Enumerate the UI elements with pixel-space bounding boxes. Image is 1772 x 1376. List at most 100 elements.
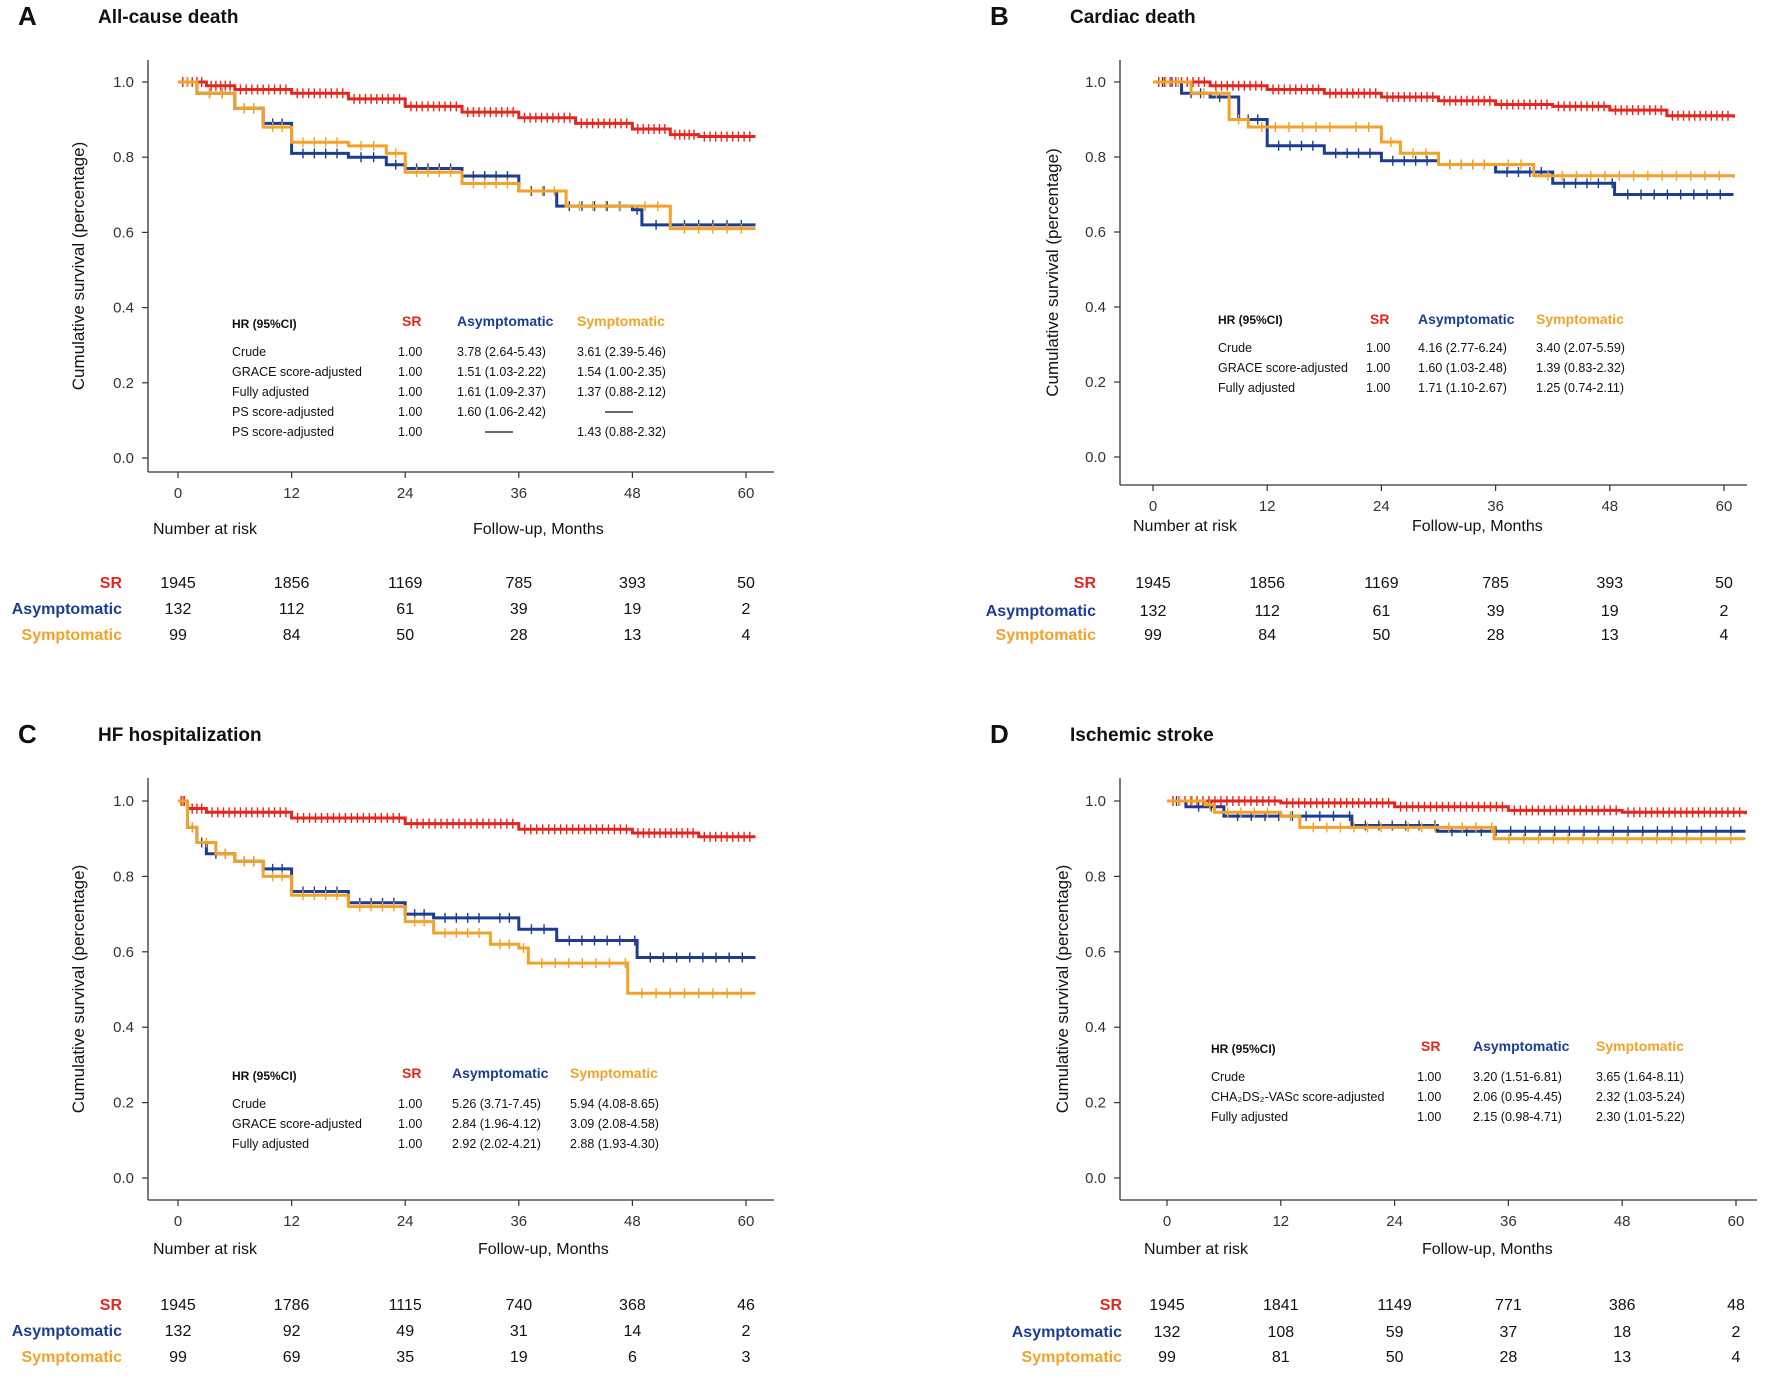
risk-count: 132 xyxy=(1154,1324,1181,1341)
hr-table-header: HR (95%CI) xyxy=(232,317,297,331)
risk-count: 393 xyxy=(1596,575,1623,592)
hr-col-sr: SR xyxy=(402,313,421,329)
y-tick-label: 0.0 xyxy=(1085,1170,1106,1187)
km-curve-sr xyxy=(1153,80,1735,118)
censor-marks-asymptomatic xyxy=(1161,77,1721,200)
y-tick-label: 0.8 xyxy=(113,868,134,885)
hr-cell-sr: 1.00 xyxy=(1366,361,1390,375)
risk-count: 112 xyxy=(1254,603,1280,620)
risk-count: 50 xyxy=(1715,575,1733,592)
x-tick-label: 0 xyxy=(174,1213,182,1230)
hr-cell-sym: 1.37 (0.88-2.12) xyxy=(577,385,666,399)
risk-count: 61 xyxy=(1373,603,1391,620)
hr-col-asymptomatic: Asymptomatic xyxy=(457,313,554,329)
risk-count: 1945 xyxy=(1149,1297,1185,1314)
x-tick-label: 0 xyxy=(1163,1213,1171,1230)
km-curve-symptomatic xyxy=(1153,80,1735,178)
hr-col-symptomatic: Symptomatic xyxy=(570,1065,658,1081)
risk-count: 35 xyxy=(396,1349,414,1366)
x-tick-label: 48 xyxy=(624,485,641,502)
hr-cell-sr: 1.00 xyxy=(1366,341,1390,355)
risk-row-label-symptomatic: Symptomatic xyxy=(22,1349,123,1366)
risk-count: 132 xyxy=(165,1323,192,1340)
risk-count: 59 xyxy=(1386,1324,1404,1341)
x-tick-label: 60 xyxy=(738,1213,755,1230)
hr-cell-sym: 3.09 (2.08-4.58) xyxy=(570,1117,659,1131)
y-tick-label: 0.6 xyxy=(113,944,134,961)
risk-row-label-sr: SR xyxy=(100,575,123,592)
risk-row-label-sr: SR xyxy=(100,1297,123,1314)
risk-count: 6 xyxy=(628,1349,637,1366)
risk-count: 1169 xyxy=(1364,575,1399,592)
risk-count: 785 xyxy=(1482,575,1509,592)
x-tick-label: 36 xyxy=(510,485,527,502)
risk-count: 386 xyxy=(1609,1297,1636,1314)
risk-count: 1169 xyxy=(388,575,423,592)
risk-count: 368 xyxy=(619,1297,646,1314)
risk-count: 1115 xyxy=(389,1297,422,1314)
hr-cell-sr: 1.00 xyxy=(1366,381,1390,395)
risk-count: 19 xyxy=(1601,603,1619,620)
risk-count: 1786 xyxy=(274,1297,310,1314)
risk-count: 2 xyxy=(1720,603,1729,620)
x-tick-label: 12 xyxy=(283,485,300,502)
risk-row-label-asymptomatic: Asymptomatic xyxy=(12,601,122,618)
y-axis-title: Cumulative survival (percentage) xyxy=(1053,865,1072,1114)
risk-count: 99 xyxy=(169,1349,187,1366)
risk-count: 99 xyxy=(1158,1349,1176,1366)
km-curve-symptomatic xyxy=(178,799,756,995)
x-axis-title: Follow-up, Months xyxy=(478,1241,609,1258)
risk-count: 132 xyxy=(1140,603,1167,620)
x-tick-label: 48 xyxy=(624,1213,641,1230)
risk-count: 112 xyxy=(279,601,305,618)
y-tick-label: 0.6 xyxy=(113,224,134,241)
km-curve-symptomatic xyxy=(178,80,756,231)
hr-cell-sym: 2.30 (1.01-5.22) xyxy=(1596,1110,1685,1124)
risk-count: 13 xyxy=(1613,1349,1631,1366)
x-tick-label: 60 xyxy=(1728,1213,1745,1230)
risk-count: 19 xyxy=(510,1349,528,1366)
x-tick-label: 12 xyxy=(1272,1213,1289,1230)
km-curve-asymptomatic xyxy=(178,80,756,227)
risk-count: 4 xyxy=(742,627,751,644)
risk-row-label-asymptomatic: Asymptomatic xyxy=(1012,1324,1122,1341)
hr-row-label: Crude xyxy=(232,1097,266,1111)
hr-row-label: GRACE score-adjusted xyxy=(232,1117,362,1131)
hr-cell-sr: 1.00 xyxy=(1417,1110,1441,1124)
risk-count: 50 xyxy=(1373,627,1391,644)
risk-count: 13 xyxy=(624,627,642,644)
y-tick-label: 0.4 xyxy=(113,1019,134,1036)
hr-table: HR (95%CI) SR Asymptomatic Symptomatic Crude… xyxy=(232,1065,659,1151)
risk-table-caption: Number at risk xyxy=(153,521,258,538)
hr-row-label: Fully adjusted xyxy=(232,385,309,399)
risk-row-label-asymptomatic: Asymptomatic xyxy=(986,603,1096,620)
hr-cell-sym: 1.25 (0.74-2.11) xyxy=(1536,381,1624,395)
hr-cell-sr: 1.00 xyxy=(398,385,422,399)
hr-row-label: Crude xyxy=(1211,1070,1245,1084)
risk-table-caption: Number at risk xyxy=(1144,1241,1249,1258)
hr-cell-sr: 1.00 xyxy=(398,1117,422,1131)
risk-count: 50 xyxy=(396,627,414,644)
hr-cell-sym: 1.39 (0.83-2.32) xyxy=(1536,361,1625,375)
risk-count: 61 xyxy=(396,601,414,618)
risk-count: 49 xyxy=(396,1323,414,1340)
risk-count: 31 xyxy=(510,1323,528,1340)
hr-cell-asym: 1.71 (1.10-2.67) xyxy=(1418,381,1507,395)
y-axis-title: Cumulative survival (percentage) xyxy=(69,142,88,391)
risk-count: 50 xyxy=(1386,1349,1404,1366)
x-tick-label: 36 xyxy=(1487,498,1504,515)
hr-col-asymptomatic: Asymptomatic xyxy=(452,1065,549,1081)
risk-count: 81 xyxy=(1272,1349,1290,1366)
y-tick-label: 1.0 xyxy=(1085,74,1106,91)
hr-row-label: Fully adjusted xyxy=(1218,381,1295,395)
hr-row-label: Fully adjusted xyxy=(1211,1110,1288,1124)
hr-col-asymptomatic: Asymptomatic xyxy=(1473,1038,1570,1054)
hr-col-sr: SR xyxy=(1421,1038,1440,1054)
panel-title: Cardiac death xyxy=(1070,7,1196,28)
risk-count: 99 xyxy=(169,627,187,644)
